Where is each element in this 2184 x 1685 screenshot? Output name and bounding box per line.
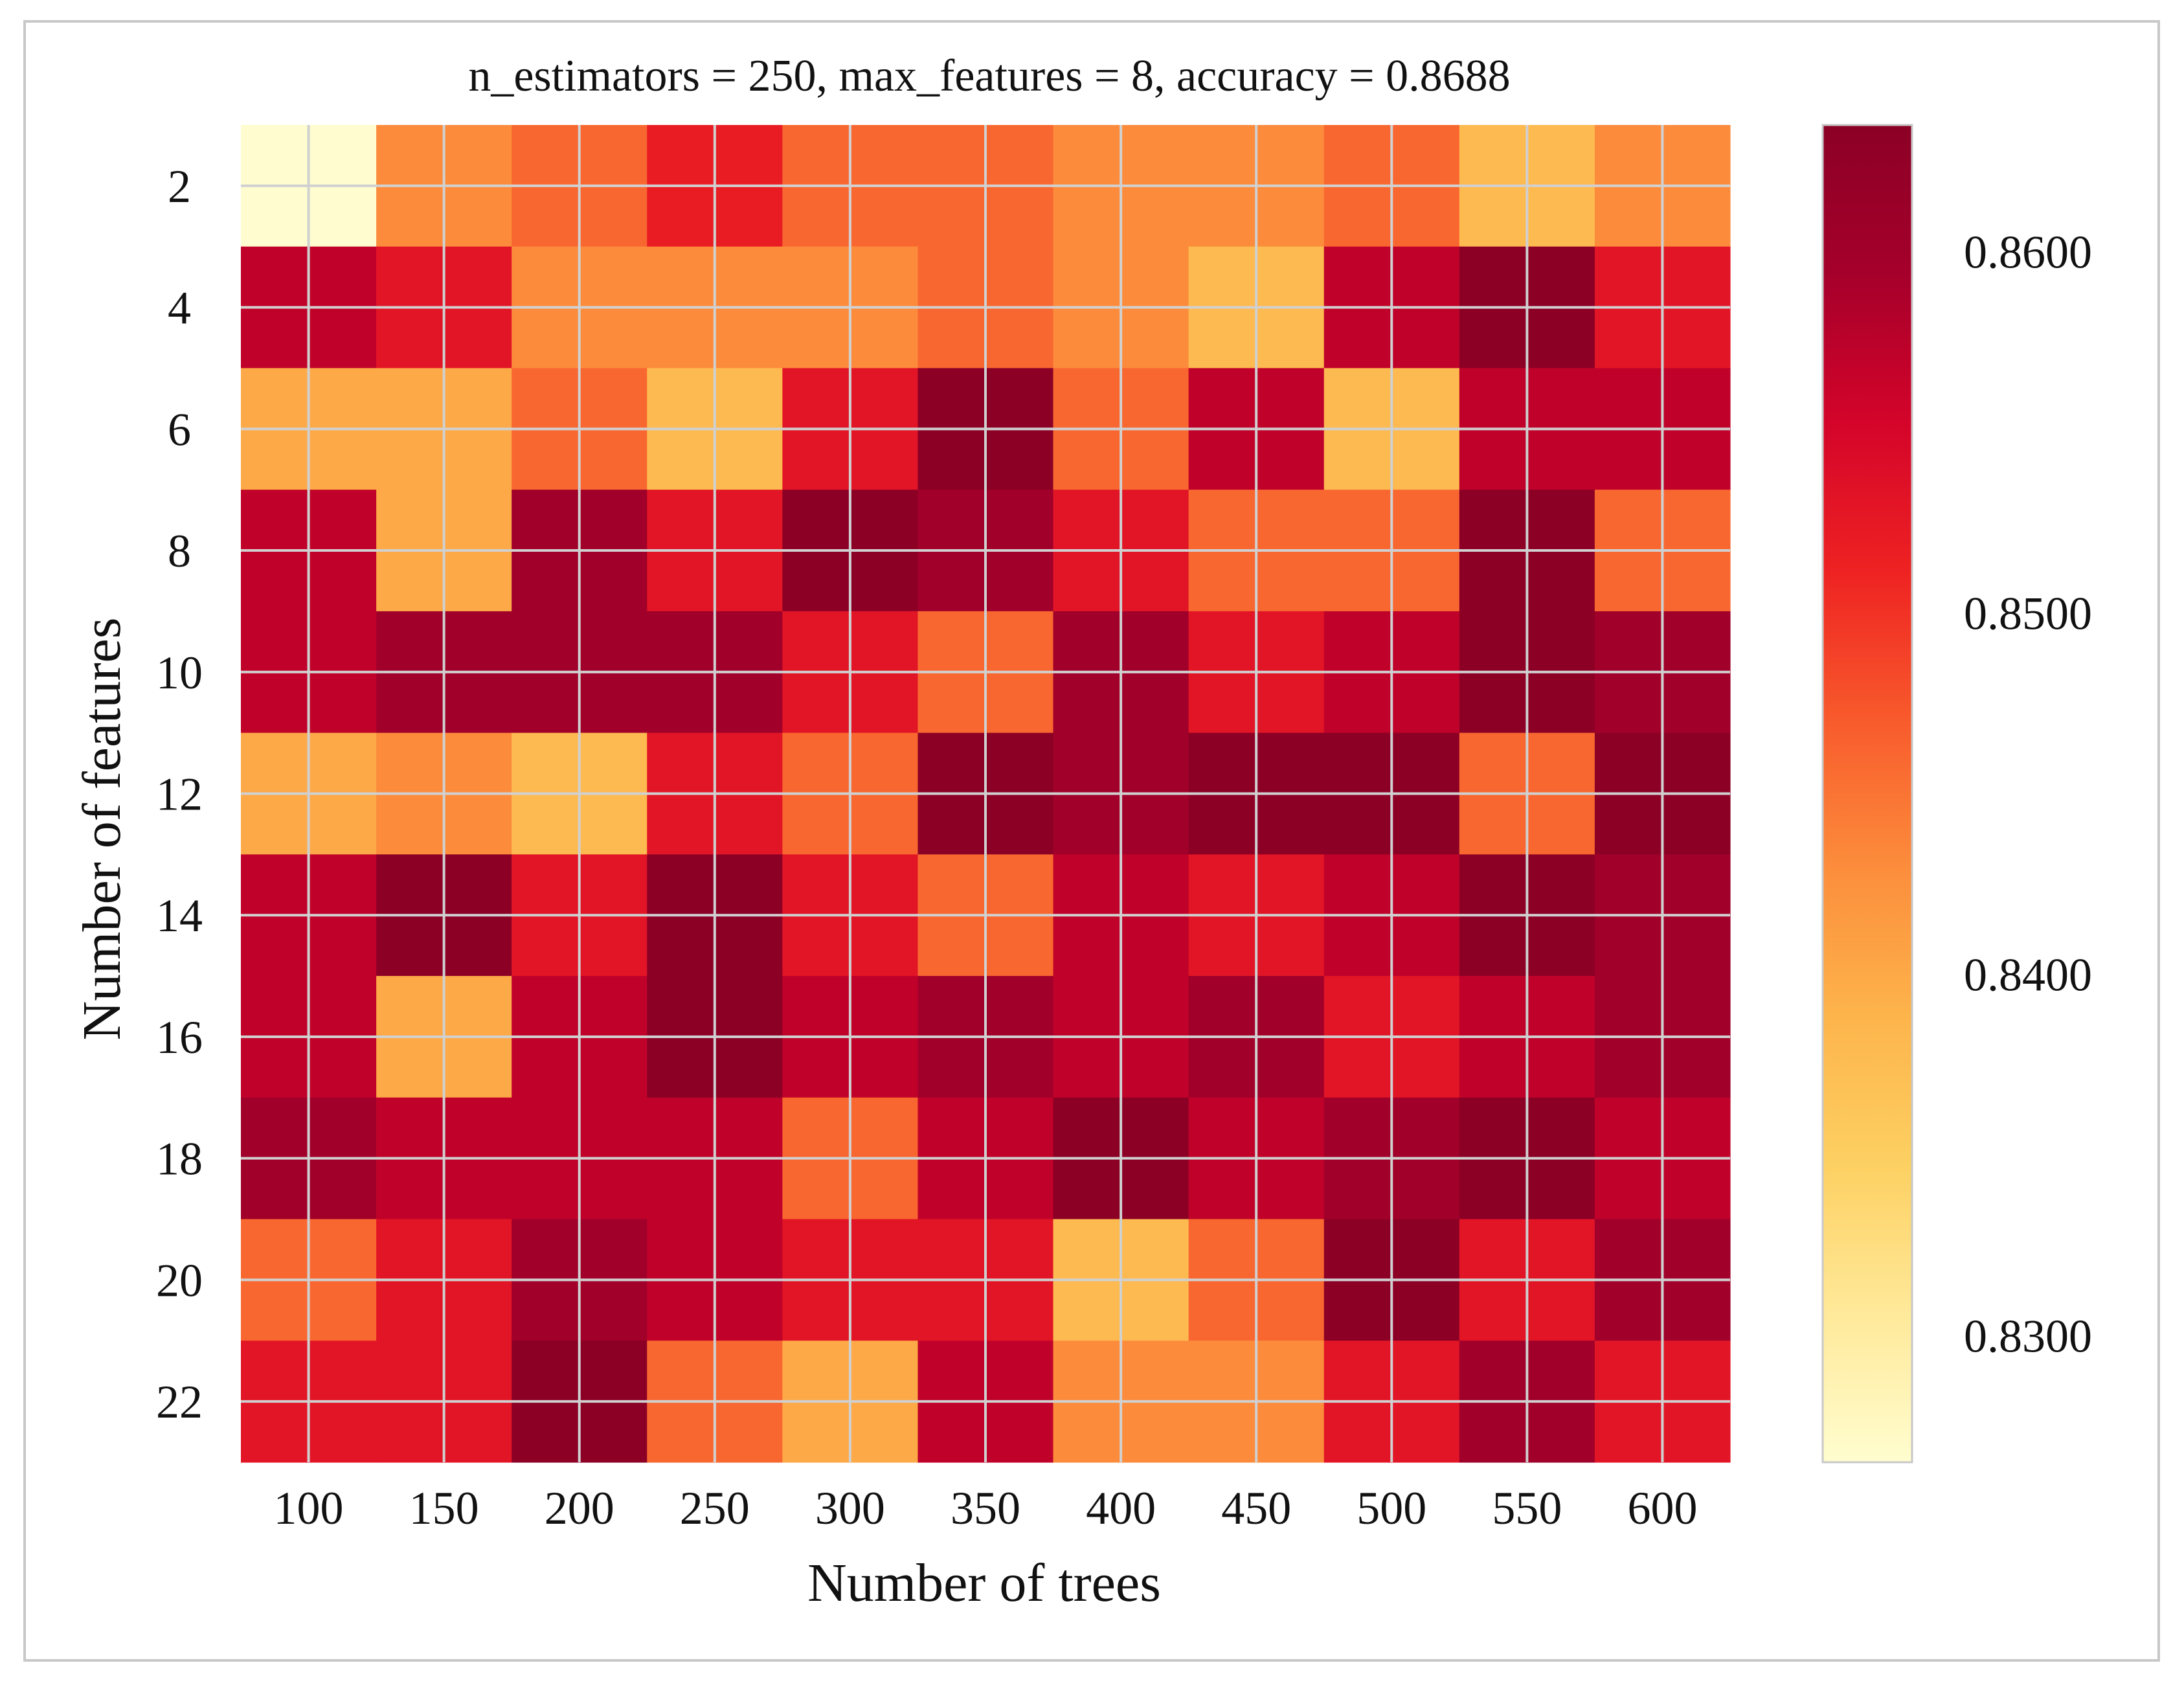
y-tick-label: 6 [168,403,191,455]
x-axis-label: Number of trees [807,1553,1161,1613]
y-tick-label: 22 [156,1376,203,1428]
x-tick-label: 600 [1628,1482,1698,1534]
y-tick-label: 8 [168,525,191,577]
x-tick-label: 350 [951,1482,1020,1534]
colorbar-tick-label: 0.8500 [1964,587,2092,639]
x-tick-label: 550 [1492,1482,1562,1534]
colorbar-tick-label: 0.8300 [1964,1311,2092,1363]
colorbar-tick-labels: 0.8300 0.8400 0.8500 0.8600 [1964,226,2092,1362]
heatmap-gridlines [241,125,1730,1462]
x-tick-label: 450 [1221,1482,1291,1534]
y-tick-label: 10 [156,647,203,699]
y-tick-label: 2 [168,161,191,212]
x-tick-labels: 100 150 200 250 300 350 400 450 500 550 600 [274,1482,1698,1534]
x-tick-label: 250 [680,1482,750,1534]
y-tick-label: 12 [156,769,203,820]
colorbar [1821,124,1913,1464]
y-axis-label: Number of features [72,617,132,1040]
y-tick-label: 18 [156,1133,203,1185]
y-tick-label: 20 [156,1254,203,1306]
colorbar-tick-label: 0.8400 [1964,949,2092,1001]
x-tick-label: 100 [274,1482,344,1534]
colorbar-tick-label: 0.8600 [1964,226,2092,278]
chart-title: n_estimators = 250, max_features = 8, ac… [468,51,1510,101]
x-tick-label: 400 [1086,1482,1156,1534]
x-tick-label: 500 [1357,1482,1426,1534]
y-tick-labels: 2 4 6 8 10 12 14 16 18 20 22 [156,161,203,1428]
x-tick-label: 200 [545,1482,614,1534]
y-tick-label: 4 [168,282,191,334]
y-tick-label: 16 [156,1012,203,1063]
x-tick-label: 300 [815,1482,885,1534]
x-tick-label: 150 [409,1482,479,1534]
y-tick-label: 14 [156,890,203,942]
